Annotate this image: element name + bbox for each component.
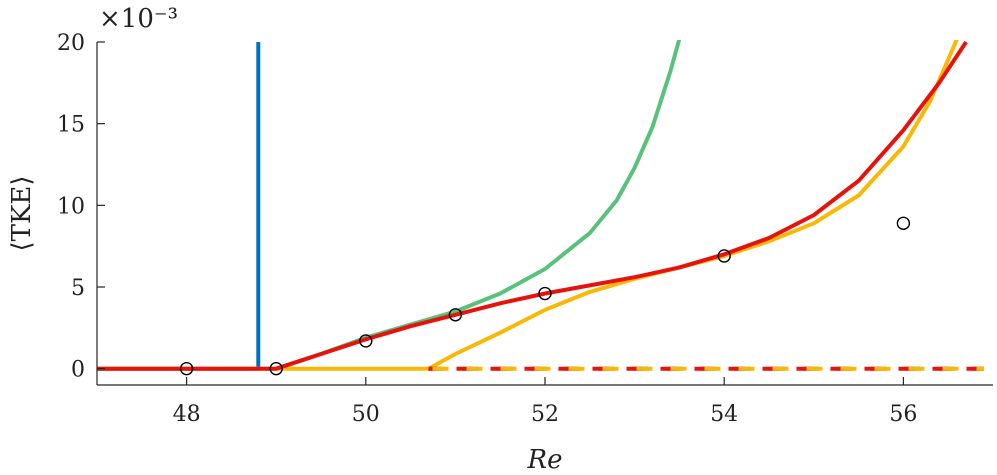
y-tick-label: 5 [71, 276, 85, 301]
series-line-red [97, 40, 968, 371]
series-line-green [275, 40, 682, 371]
y-tick-label: 0 [71, 358, 85, 383]
data-marker [717, 249, 731, 263]
x-tick-label: 52 [531, 402, 559, 427]
series-layer [97, 40, 984, 376]
y-axis-title: ⟨TKE⟩ [7, 175, 37, 251]
x-tick-label: 48 [173, 402, 201, 427]
data-marker [179, 361, 194, 376]
data-marker [538, 286, 552, 301]
y-tick-label: 15 [57, 113, 85, 138]
y-tick-label: 10 [57, 194, 85, 219]
series-line-blue [97, 42, 261, 371]
data-marker [269, 361, 283, 376]
x-tick-label: 54 [710, 402, 738, 427]
data-marker [896, 216, 911, 231]
x-tick-label: 50 [352, 402, 380, 427]
x-axis-title: Re [527, 445, 563, 475]
axes-layer: 0 5 10 15 20 48 50 52 54 56 [57, 31, 993, 427]
y-exponent-label: ×10⁻³ [99, 4, 178, 34]
y-tick-label: 20 [57, 31, 85, 56]
data-marker [448, 308, 463, 322]
x-tick-label: 56 [889, 402, 917, 427]
data-marker [359, 334, 373, 348]
